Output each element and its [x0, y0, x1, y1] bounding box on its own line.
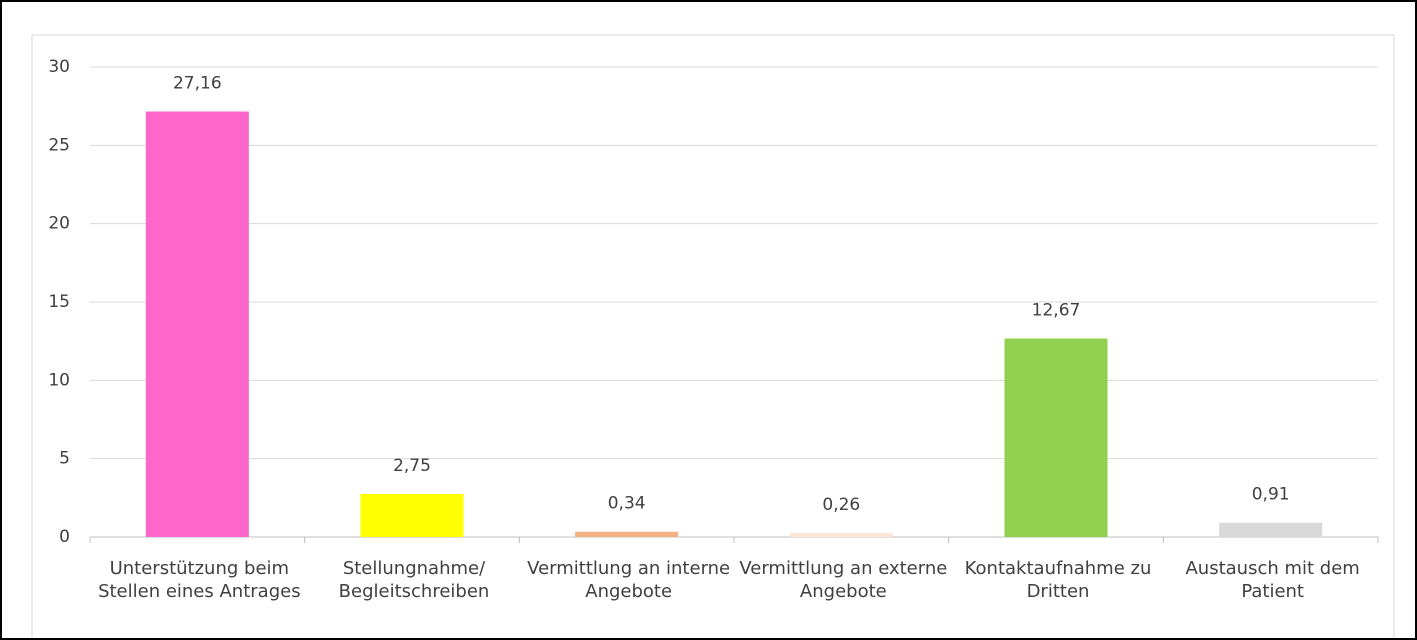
bar	[145, 111, 249, 537]
x-tick-label: Kontaktaufnahme zu Dritten	[964, 558, 1152, 602]
x-tick-label: Stellungnahme/ Begleitschreiben	[338, 558, 490, 602]
value-label: 0,34	[608, 494, 646, 514]
value-label: 27,16	[173, 73, 222, 93]
y-tick-label: 25	[48, 135, 70, 155]
bar	[1219, 522, 1323, 537]
bar	[789, 532, 893, 537]
y-tick-label: 5	[59, 449, 70, 469]
value-label: 0,26	[822, 495, 860, 515]
chart-frame	[31, 34, 1395, 638]
y-tick-label: 30	[48, 57, 70, 77]
x-tick-label: Unterstützung beim Stellen eines Antrage…	[98, 558, 301, 602]
x-tick-label: Vermittlung an externe Angebote	[739, 558, 948, 602]
x-tick-label: Austausch mit dem Patient	[1185, 558, 1360, 602]
bar	[1004, 338, 1108, 537]
value-label: 12,67	[1032, 301, 1081, 321]
y-tick-label: 10	[48, 370, 70, 390]
y-tick-label: 0	[59, 527, 70, 547]
y-tick-label: 15	[48, 292, 70, 312]
y-tick-label: 20	[48, 214, 70, 234]
x-tick-label: Vermittlung an interne Angebote	[527, 558, 731, 602]
value-label: 0,91	[1252, 485, 1290, 505]
bar	[575, 531, 679, 537]
bar	[360, 493, 464, 537]
value-label: 2,75	[393, 456, 431, 476]
